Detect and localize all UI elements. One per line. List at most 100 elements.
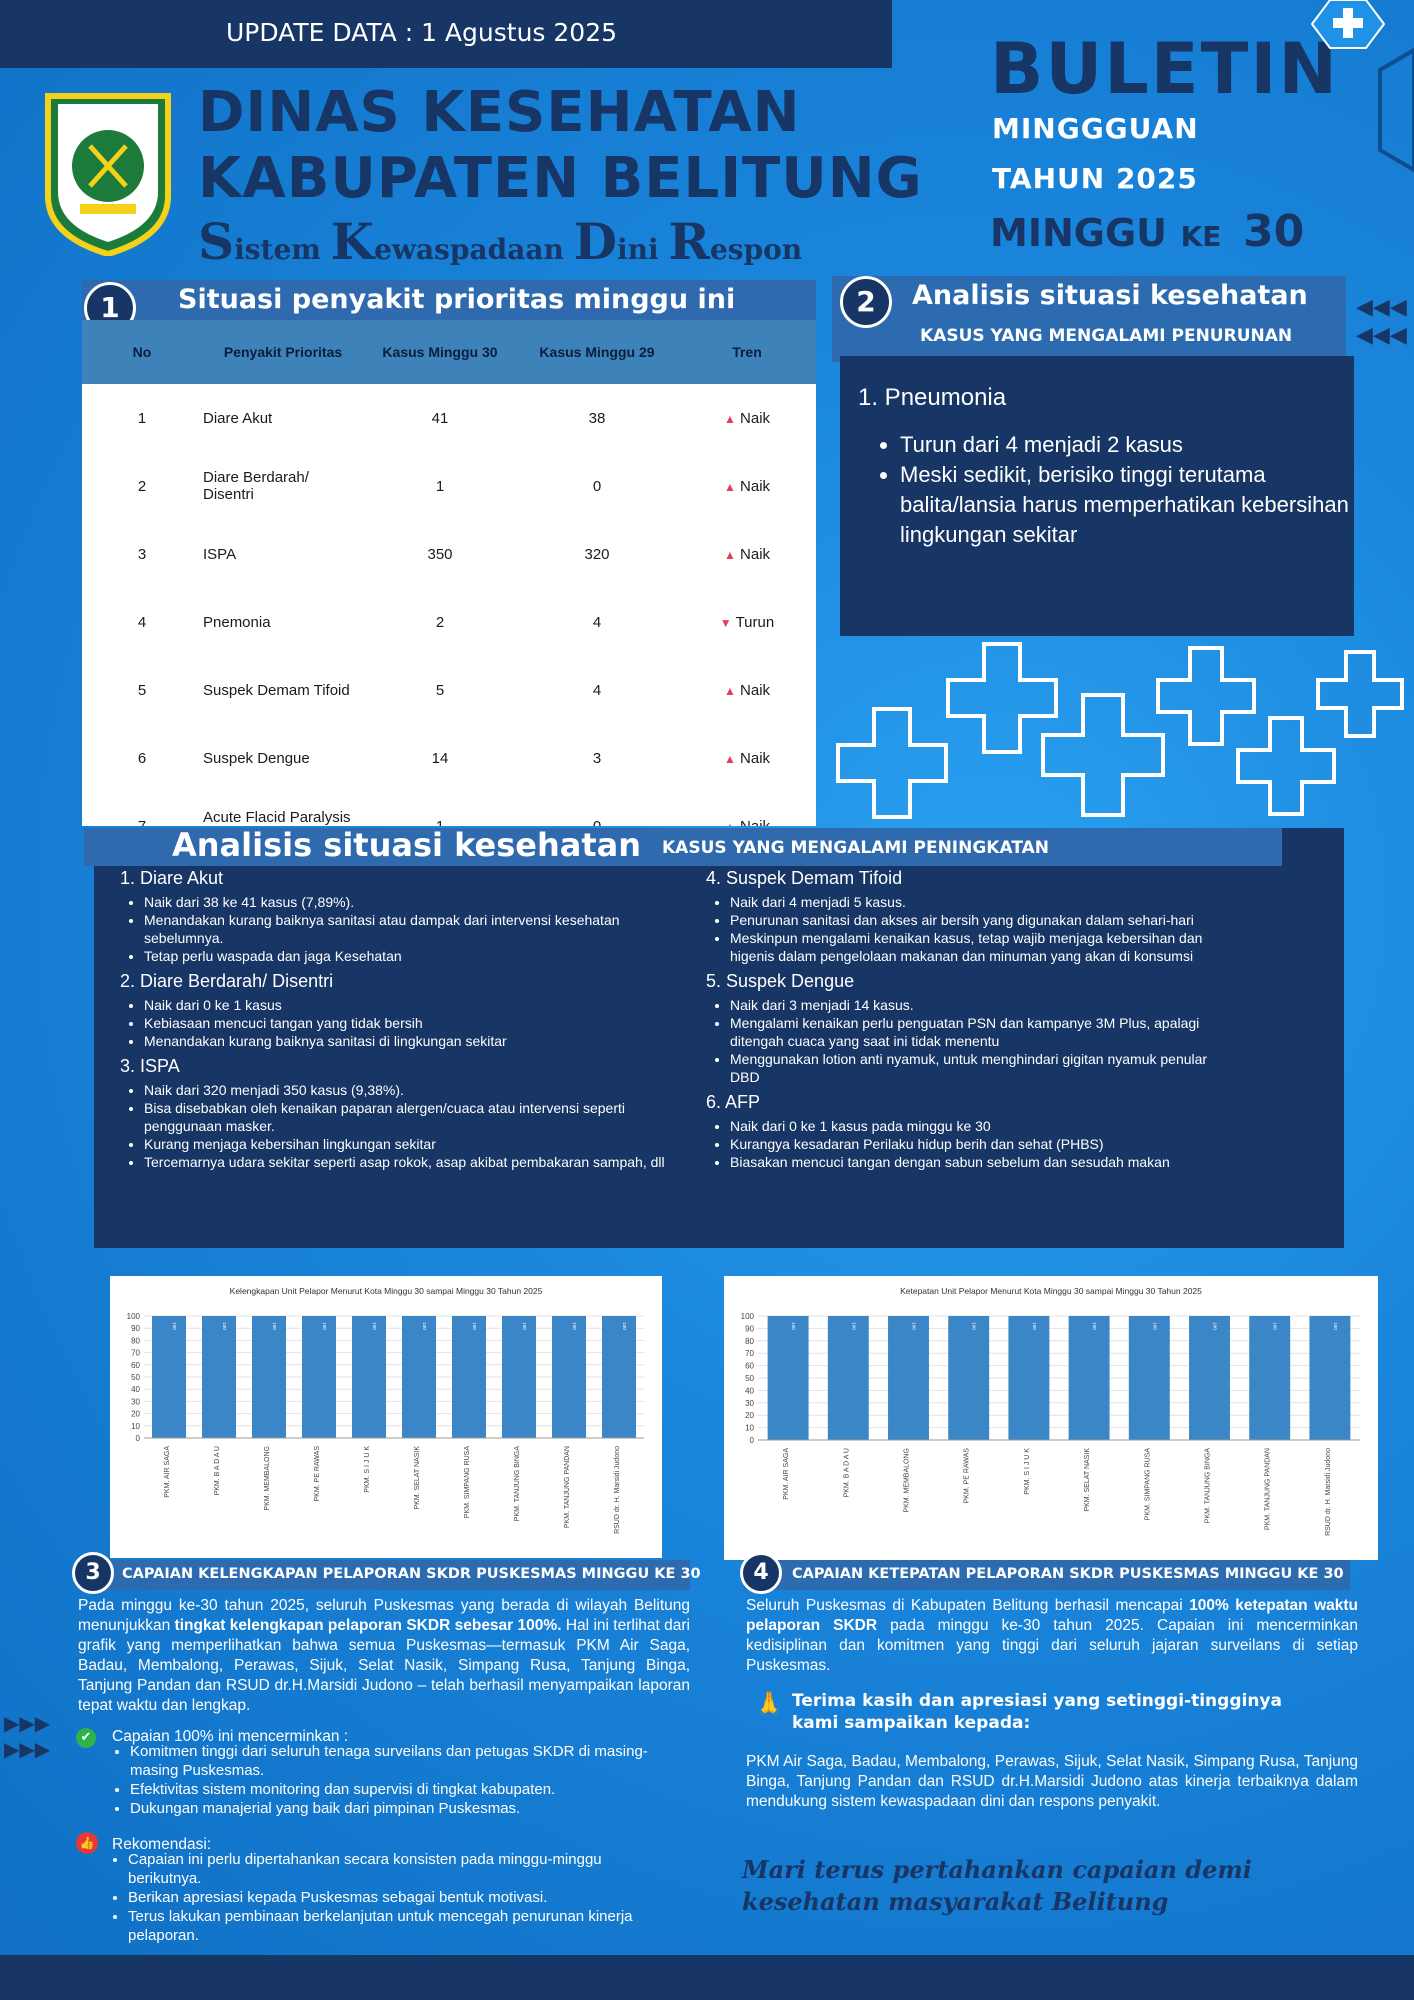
- bar: [152, 1316, 186, 1438]
- cell-week30: 41: [431, 409, 449, 427]
- col-no: No: [82, 320, 202, 384]
- bar: [202, 1316, 236, 1438]
- trend-down-icon: ▼: [719, 615, 732, 630]
- section3-header: [76, 1560, 690, 1590]
- peningkatan-bullet: Kurang menjaga kebersihan lingkungan sek…: [144, 1135, 670, 1153]
- x-tick-label: PKM. MEMBALONG: [904, 1448, 911, 1513]
- penurunan-list: Turun dari 4 menjadi 2 kasus Meski sedik…: [858, 430, 1370, 550]
- peningkatan-item-list: Naik dari 0 ke 1 kasusKebiasaan mencuci …: [120, 996, 670, 1050]
- bar-value-label: 100: [1273, 1322, 1278, 1330]
- y-tick-label: 90: [745, 1324, 754, 1333]
- trend-up-icon: ▲: [724, 820, 736, 827]
- bar-value-label: 100: [522, 1322, 527, 1330]
- bar-value-label: 100: [472, 1322, 477, 1330]
- x-tick-label: PKM. SIMPANG RUSA: [1144, 1448, 1151, 1521]
- y-tick-label: 70: [745, 1349, 754, 1358]
- y-tick-label: 30: [745, 1399, 754, 1408]
- cell-disease: Suspek Dengue: [203, 749, 310, 767]
- bar-value-label: 100: [1032, 1322, 1037, 1330]
- peningkatan-bullet: Tercemarnya udara sekitar seperti asap r…: [144, 1153, 670, 1171]
- bar: [948, 1316, 990, 1440]
- x-tick-label: PKM. MEMBALONG: [264, 1446, 271, 1511]
- peningkatan-bullet: Menggunakan lotion anti nyamuk, untuk me…: [730, 1050, 1220, 1086]
- bar: [502, 1316, 536, 1438]
- cell-week29: 0: [592, 817, 602, 827]
- table-row: 3 ISPA 350 320 ▲ Naik: [82, 520, 816, 588]
- peningkatan-panel: [94, 828, 1344, 1248]
- trend-up-icon: ▲: [723, 751, 736, 766]
- bar-value-label: 100: [1152, 1322, 1157, 1330]
- x-tick-label: PKM. SELAT NASIK: [414, 1446, 421, 1510]
- bar-value-label: 100: [272, 1322, 277, 1330]
- cell-week30: 1: [435, 817, 445, 827]
- peningkatan-item-list: Naik dari 4 menjadi 5 kasus.Penurunan sa…: [706, 893, 1220, 965]
- x-tick-label: PKM. TANJUNG BINGA: [1205, 1448, 1212, 1524]
- peningkatan-item-list: Naik dari 3 menjadi 14 kasus.Mengalami k…: [706, 996, 1220, 1086]
- peningkatan-subtitle: KASUS YANG MENGALAMI PENINGKATAN: [662, 838, 1049, 858]
- priority-disease-table: No Penyakit Prioritas Kasus Minggu 30 Ka…: [82, 320, 816, 826]
- check-icon: ✔: [76, 1728, 96, 1748]
- chart-title: Ketepatan Unit Pelapor Menurut Kota Ming…: [900, 1286, 1202, 1296]
- cell-disease: Pnemonia: [203, 613, 271, 631]
- peningkatan-right-col: 4. Suspek Demam Tifoid Naik dari 4 menjad…: [706, 868, 1220, 1177]
- y-tick-label: 80: [131, 1336, 140, 1345]
- x-tick-label: PKM. AIR SAGA: [783, 1448, 790, 1500]
- peningkatan-bullet: Naik dari 320 menjadi 350 kasus (9,38%).: [144, 1081, 670, 1099]
- cell-week29: 4: [592, 613, 602, 631]
- section3-paragraph: Pada minggu ke-30 tahun 2025, seluruh Pu…: [78, 1597, 690, 1714]
- cell-week30: 5: [435, 681, 445, 699]
- cell-trend: ▲ Naik: [723, 749, 771, 767]
- section3-title: CAPAIAN KELENGKAPAN PELAPORAN SKDR PUSKE…: [122, 1566, 701, 1582]
- peningkatan-item-list: Naik dari 38 ke 41 kasus (7,89%).Menanda…: [120, 893, 670, 965]
- bar-value-label: 100: [372, 1322, 377, 1330]
- x-tick-label: PKM. SIMPANG RUSA: [464, 1446, 471, 1519]
- table-row: 2 Diare Berdarah/ Disentri 1 0 ▲ Naik: [82, 452, 816, 520]
- section4-paragraph: Seluruh Puskesmas di Kabupaten Belitung …: [746, 1597, 1359, 1674]
- cell-week30: 1: [435, 477, 445, 495]
- cell-week29: 0: [592, 477, 602, 495]
- cell-week30: 2: [435, 613, 445, 631]
- cell-disease: Diare Berdarah/ Disentri: [203, 469, 309, 503]
- buletin-title: BULETIN: [990, 28, 1339, 110]
- list-item: Terus lakukan pembinaan berkelanjutan un…: [128, 1907, 668, 1945]
- cell-disease: Acute Flacid Paralysis (AFP): [203, 809, 351, 826]
- peningkatan-bullet: Kebiasaan mencuci tangan yang tidak bers…: [144, 1014, 670, 1032]
- penurunan-item-title: 1. Pneumonia: [858, 384, 1007, 411]
- section1-title: Situasi penyakit prioritas minggu ini: [178, 284, 736, 315]
- y-tick-label: 100: [127, 1312, 141, 1321]
- x-tick-label: PKM. B A D A U: [214, 1446, 221, 1495]
- x-tick-label: PKM. PE RAWAS: [314, 1446, 321, 1502]
- cell-trend: ▲ Naik: [723, 545, 771, 563]
- bar-value-label: 100: [422, 1322, 427, 1330]
- list-item: Efektivitas sistem monitoring dan superv…: [130, 1780, 670, 1799]
- closing-message: Mari terus pertahankan capaian demi kese…: [742, 1855, 1252, 1916]
- cell-week29: 320: [584, 545, 610, 563]
- trend-up-icon: ▲: [723, 683, 736, 698]
- penurunan-bullet: Turun dari 4 menjadi 2 kasus: [900, 430, 1370, 460]
- peningkatan-item-title: 6. AFP: [706, 1092, 761, 1112]
- cell-no: 5: [137, 681, 147, 699]
- bar-value-label: 100: [972, 1322, 977, 1330]
- bar-value-label: 100: [222, 1322, 227, 1330]
- chart-kelengkapan: Kelengkapan Unit Pelapor Menurut Kota Mi…: [110, 1276, 662, 1558]
- y-tick-label: 80: [745, 1337, 754, 1346]
- peningkatan-bullet: Tetap perlu waspada dan jaga Kesehatan: [144, 947, 670, 965]
- bar: [602, 1316, 636, 1438]
- bar: [1128, 1316, 1170, 1440]
- peningkatan-bullet: Meskinpun mengalami kenaikan kasus, teta…: [730, 929, 1220, 965]
- footer-bar: [0, 1955, 1414, 2000]
- bar: [352, 1316, 386, 1438]
- y-tick-label: 0: [750, 1436, 755, 1445]
- cell-disease: Suspek Demam Tifoid: [203, 681, 350, 699]
- arrows-icon: ◀◀◀ ◀◀◀: [1356, 295, 1407, 348]
- bar: [1309, 1316, 1351, 1440]
- y-tick-label: 40: [745, 1386, 754, 1395]
- bar-value-label: 100: [791, 1322, 796, 1330]
- y-tick-label: 10: [131, 1422, 140, 1431]
- penurunan-box: 1. Pneumonia Turun dari 4 menjadi 2 kasu…: [840, 356, 1354, 636]
- tahun-label: TAHUN 2025: [992, 162, 1198, 195]
- peningkatan-bullet: Biasakan mencuci tangan dengan sabun seb…: [730, 1153, 1220, 1171]
- chart-title: Kelengkapan Unit Pelapor Menurut Kota Mi…: [230, 1286, 543, 1296]
- peningkatan-item-title: 1. Diare Akut: [120, 868, 224, 888]
- rekomendasi-label: Rekomendasi:: [112, 1836, 212, 1853]
